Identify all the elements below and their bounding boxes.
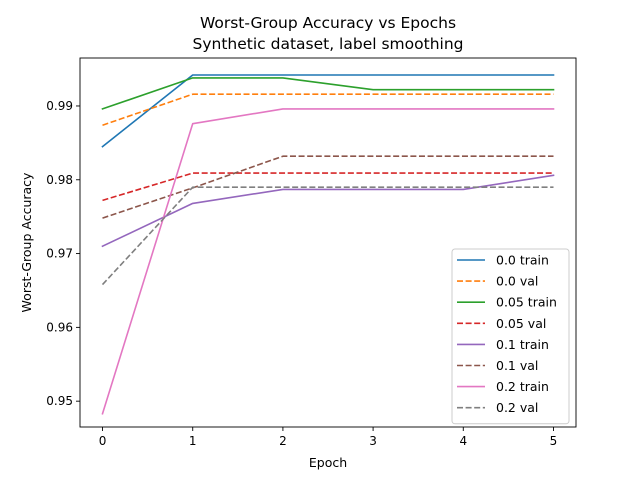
legend-label-7: 0.2 val xyxy=(496,400,538,415)
y-axis-label: Worst-Group Accuracy xyxy=(19,172,34,312)
axes-frame xyxy=(79,57,577,428)
y-tick-label: 0.98 xyxy=(46,173,73,187)
x-tick-label: 4 xyxy=(459,434,467,448)
series-line-5 xyxy=(102,155,554,219)
y-tick-label: 0.97 xyxy=(46,247,73,261)
series-line-6 xyxy=(101,108,555,415)
chart-subtitle: Synthetic dataset, label smoothing xyxy=(193,35,464,53)
legend-label-4: 0.1 train xyxy=(496,337,549,352)
legend-label-1: 0.0 val xyxy=(496,274,538,289)
x-axis-label: Epoch xyxy=(309,455,347,470)
legend-label-2: 0.05 train xyxy=(496,295,557,310)
series-line-2 xyxy=(101,77,555,110)
chart-title: Worst-Group Accuracy vs Epochs xyxy=(200,14,456,32)
x-tick-label: 0 xyxy=(99,434,107,448)
plot-area xyxy=(101,74,555,415)
series-line-0 xyxy=(101,74,555,148)
x-tick-label: 5 xyxy=(550,434,558,448)
y-tick-label: 0.99 xyxy=(46,99,73,113)
legend-label-6: 0.2 train xyxy=(496,379,549,394)
series-line-1 xyxy=(102,93,554,126)
legend-label-0: 0.0 train xyxy=(496,253,549,268)
legend-label-5: 0.1 val xyxy=(496,358,538,373)
series-line-3 xyxy=(102,172,554,202)
legend-label-3: 0.05 val xyxy=(496,316,546,331)
legend: 0.0 train 0.0 val 0.05 train 0.05 val 0.1 tr… xyxy=(451,248,570,425)
y-tick-label: 0.95 xyxy=(46,394,73,408)
legend-box xyxy=(451,248,570,425)
x-tick-label: 3 xyxy=(369,434,377,448)
axis-ticks: 0 1 2 3 4 5 0.95 0.96 0.97 0.98 0.99 xyxy=(46,99,557,448)
series-line-7 xyxy=(101,186,554,286)
x-tick-label: 1 xyxy=(189,434,197,448)
x-tick-label: 2 xyxy=(279,434,287,448)
y-tick-label: 0.96 xyxy=(46,320,73,334)
